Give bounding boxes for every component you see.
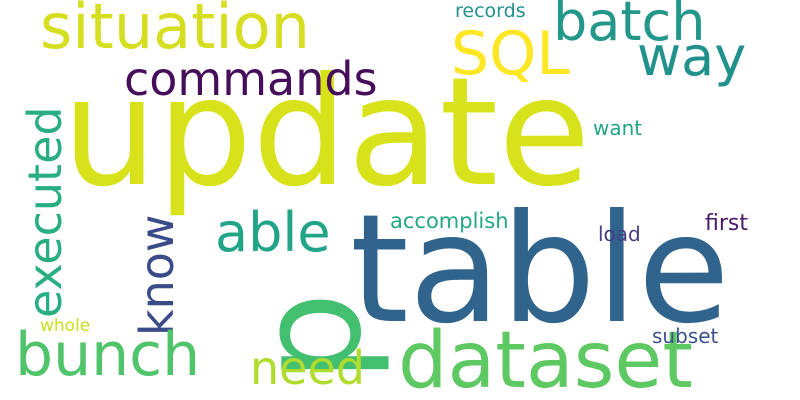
word-table: table <box>350 183 730 357</box>
word-subset: subset <box>652 324 719 348</box>
word-able: able <box>215 201 331 264</box>
word-commands: commands <box>124 52 378 106</box>
word-way: way <box>637 25 747 88</box>
word-records: records <box>455 0 526 22</box>
word-first: first <box>705 211 748 236</box>
word-executed: executed <box>18 106 72 318</box>
word-need: need <box>250 341 365 395</box>
word-want: want <box>593 116 643 140</box>
word-whole: whole <box>40 316 91 336</box>
word-batch: batch <box>553 0 706 53</box>
word-sql: SQL <box>451 19 570 89</box>
word-load: load <box>598 222 641 246</box>
word-update: update <box>62 46 591 220</box>
word-accomplish: accomplish <box>390 209 509 233</box>
word-know: know <box>130 214 184 336</box>
word-bunch: bunch <box>15 320 201 390</box>
word-dataset: dataset <box>398 316 693 400</box>
word-situation: situation <box>40 0 310 63</box>
